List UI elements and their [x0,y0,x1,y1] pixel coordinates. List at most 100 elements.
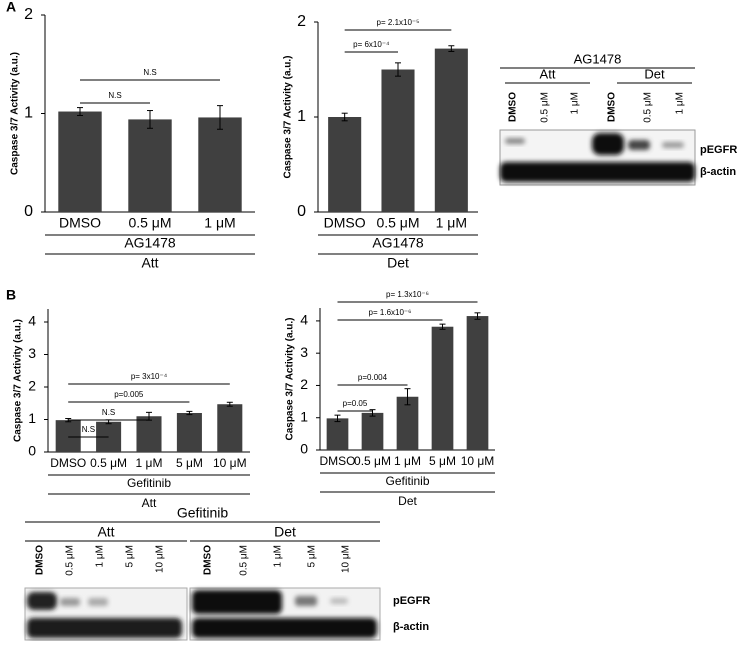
annotation: p= 1.6x10⁻⁶ [369,308,412,317]
y-axis-label: Caspase 3/7 Activity (a.u.) [283,55,294,178]
y-tick-label: 3 [28,345,36,361]
x-axis-label: Gefitinib [385,474,429,488]
y-tick-label: 3 [300,344,308,360]
bar [431,326,454,450]
x-tick-label: DMSO [59,215,101,231]
annotation: N.S [143,68,156,77]
annotation: p= 3x10⁻⁴ [131,372,168,381]
bar [128,119,172,212]
bar [58,111,102,212]
x-axis-label: AG1478 [372,235,424,251]
x-tick-label: 0.5 μM [128,215,171,231]
x-axis-label: Gefitinib [127,476,171,490]
y-tick-label: 1 [300,408,308,424]
x-tick-label: 0.5 μM [354,454,391,468]
annotation: p=0.004 [358,373,388,382]
lane-label: DMSO [35,545,46,575]
lane-label: 5 μM [125,545,136,567]
band-label: pEGFR [700,144,737,156]
y-tick-label: 4 [28,313,36,329]
lane-label: 0.5 μM [239,545,250,576]
bar [381,69,415,212]
lane-label: 1 μM [95,545,106,567]
lane-label: 1 μM [273,545,284,567]
bar [434,48,468,212]
annotation: p= 6x10⁻⁴ [353,40,390,49]
blot-group: Att [540,66,556,81]
lane-label: DMSO [508,92,519,122]
blot-group: Det [274,524,296,540]
lane-label: 10 μM [155,545,166,573]
annotation: p=0.005 [114,390,144,399]
annotation: p=0.05 [343,399,368,408]
lane-label: DMSO [607,92,618,122]
x-tick-label: 1 μM [436,215,467,231]
y-axis-label: Caspase 3/7 Activity (a.u.) [13,319,24,442]
annotation: N.S [108,91,121,100]
x-tick-label: 0.5 μM [90,456,127,470]
band-label: pEGFR [393,595,430,607]
y-tick-label: 0 [300,441,308,457]
lane-label: 10 μM [341,545,352,573]
annotation: N.S [82,425,95,434]
group-label: Att [142,496,157,510]
x-tick-label: 5 μM [429,454,456,468]
bar [217,404,243,452]
bar [176,413,202,452]
x-tick-label: 0.5 μM [376,215,419,231]
blot-group: Det [644,66,665,81]
y-tick-label: 4 [300,312,308,328]
lane-label: 0.5 μM [65,545,76,576]
group-label: Det [387,255,409,271]
bar [466,316,489,450]
y-tick-label: 0 [24,203,33,220]
annotation: p= 1.3x10⁻⁶ [386,290,429,299]
blot-group: Att [97,524,114,540]
lane-label: 0.5 μM [643,92,654,123]
x-tick-label: 10 μM [461,454,495,468]
bar [198,117,242,212]
y-tick-label: 1 [28,410,36,426]
bar [55,420,81,452]
x-tick-label: DMSO [50,456,86,470]
y-tick-label: 0 [297,203,306,220]
lane-label: DMSO [203,545,214,575]
x-axis-label: AG1478 [124,235,176,251]
lane-label: 1 μM [570,92,581,114]
lane-label: 5 μM [307,545,318,567]
x-tick-label: 1 μM [394,454,421,468]
band-label: β-actin [700,166,736,178]
lane-label: 1 μM [675,92,686,114]
group-label: Det [398,494,417,508]
blot-title: Gefitinib [177,505,229,521]
bar [396,396,419,450]
x-tick-label: 5 μM [176,456,203,470]
x-tick-label: 1 μM [204,215,235,231]
annotation: p= 2.1x10⁻⁵ [377,18,420,27]
blot-image [499,129,696,186]
bar [136,416,162,452]
band-label: β-actin [393,621,429,633]
x-tick-label: DMSO [324,215,366,231]
y-tick-label: 1 [297,108,306,125]
y-tick-label: 2 [297,13,306,30]
x-tick-label: 1 μM [136,456,163,470]
y-tick-label: 0 [28,443,36,459]
bar [328,117,362,212]
annotation: N.S [102,408,115,417]
group-label: Att [141,255,158,271]
lane-label: 0.5 μM [540,92,551,123]
x-tick-label: 10 μM [213,456,247,470]
blot-title: AG1478 [574,51,622,66]
panel-label: A [6,0,16,15]
y-tick-label: 2 [28,378,36,394]
y-axis-label: Caspase 3/7 Activity (a.u.) [10,52,21,175]
bar [326,418,349,450]
bar [361,412,384,450]
y-axis-label: Caspase 3/7 Activity (a.u.) [285,317,296,440]
y-tick-label: 1 [24,105,33,122]
y-tick-label: 2 [300,376,308,392]
blot-image [24,587,381,641]
y-tick-label: 2 [24,6,33,23]
